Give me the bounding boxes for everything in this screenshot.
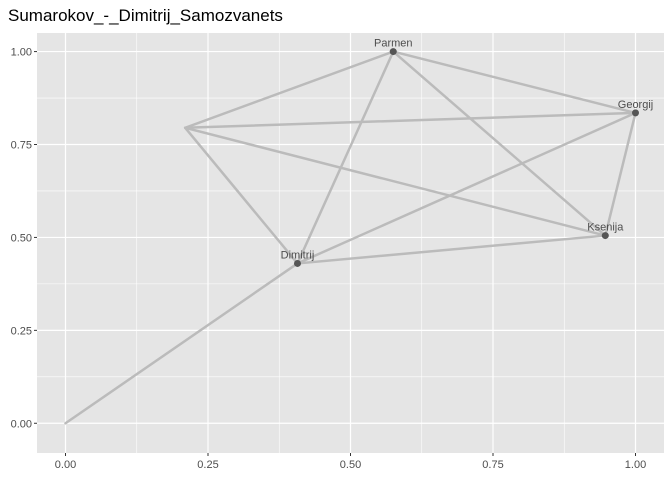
network-edge: [604, 111, 637, 237]
node-point: [632, 109, 639, 117]
network-edge: [392, 50, 637, 115]
x-tick-label: 0.50: [340, 459, 361, 471]
edge-layer: [64, 50, 637, 425]
x-tick-label: 0.00: [55, 459, 76, 471]
network-edge: [392, 50, 607, 237]
y-tick-label: 0.00: [11, 418, 32, 430]
x-tick-label: 1.00: [625, 459, 646, 471]
node-point: [389, 48, 397, 56]
network-edge: [183, 126, 607, 237]
x-axis: 0.00 0.25 0.50 0.75 1.00: [55, 453, 646, 471]
y-axis: 0.00 0.25 0.50 0.75 1.00: [11, 47, 37, 430]
network-edge: [183, 126, 299, 265]
node-point: [293, 259, 301, 267]
x-tick-label: 0.75: [482, 459, 503, 471]
y-tick-label: 0.50: [11, 232, 32, 244]
network-edge: [296, 111, 637, 265]
node-label: Parmen: [374, 38, 413, 50]
network-edge: [64, 262, 299, 425]
y-tick-label: 0.25: [11, 325, 32, 337]
node-layer: Parmen Georgij Ksenija Dimitrij: [281, 38, 653, 267]
grid-major: [37, 33, 664, 453]
network-edge: [296, 234, 607, 265]
y-tick-label: 0.75: [11, 140, 32, 152]
network-edge: [296, 50, 395, 265]
node-label: Dimitrij: [281, 249, 315, 261]
node-point: [601, 232, 609, 240]
x-tick-label: 0.25: [197, 459, 218, 471]
chart-title: Sumarokov_-_Dimitrij_Samozvanets: [8, 6, 283, 25]
network-edge: [183, 111, 637, 130]
node-label: Georgij: [618, 99, 653, 111]
node-label: Ksenija: [587, 222, 624, 234]
network-edge: [183, 50, 395, 130]
y-tick-label: 1.00: [11, 47, 32, 59]
